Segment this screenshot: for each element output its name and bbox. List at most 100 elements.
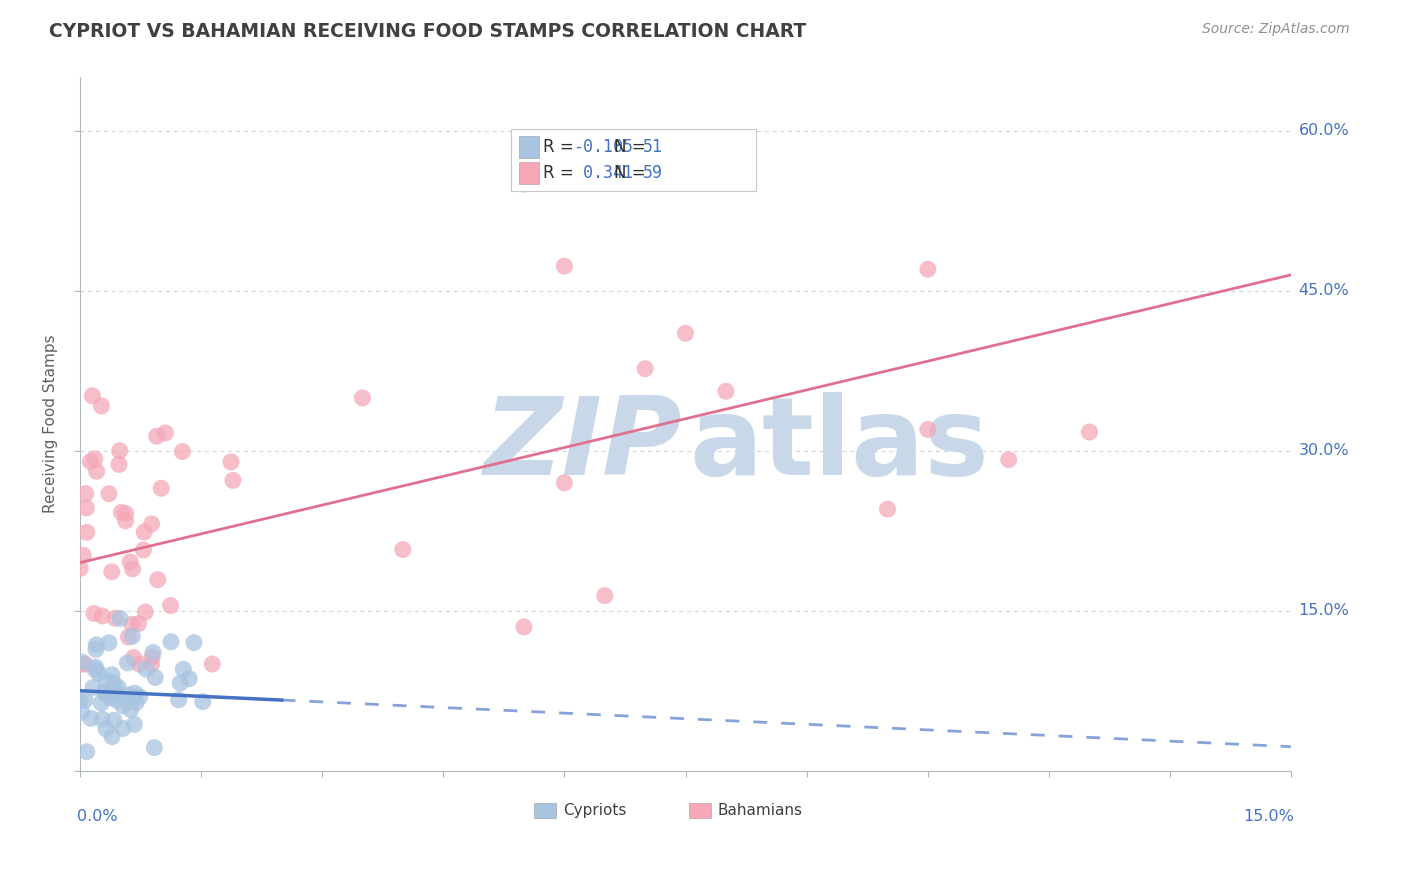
Point (80, 711, 103, 725)
Point (110, 505, 132, 519)
Point (84, 660, 107, 674)
Point (114, 507, 136, 521)
Point (159, 599, 181, 613)
Point (108, 458, 131, 472)
Y-axis label: Receiving Food Stamps: Receiving Food Stamps (44, 334, 58, 514)
Point (101, 667, 124, 681)
Point (90, 696, 112, 710)
Point (121, 629, 143, 643)
Point (84, 663, 107, 677)
Point (167, 692, 190, 706)
Text: 30.0%: 30.0% (1299, 443, 1350, 458)
Point (120, 555, 142, 569)
Text: 15.0%: 15.0% (1243, 809, 1294, 824)
Point (513, 177, 536, 191)
Point (172, 444, 194, 458)
Text: Source: ZipAtlas.com: Source: ZipAtlas.com (1202, 22, 1350, 37)
Point (132, 543, 155, 558)
Point (124, 717, 146, 731)
Point (98, 690, 121, 705)
Point (97, 486, 120, 500)
Point (70, 706, 93, 720)
Point (112, 722, 135, 736)
Point (83, 607, 105, 621)
Point (876, 502, 898, 516)
Point (82, 681, 104, 695)
Point (121, 562, 143, 576)
Text: 15.0%: 15.0% (1299, 603, 1350, 618)
Point (143, 670, 166, 684)
Text: N =: N = (614, 138, 651, 156)
Point (91, 608, 114, 623)
Point (917, 422, 939, 436)
Point (128, 657, 150, 671)
Point (172, 662, 194, 676)
Point (222, 473, 245, 487)
Point (75, 500, 97, 515)
Point (145, 429, 167, 443)
Point (87, 666, 110, 681)
Point (122, 650, 145, 665)
Point (634, 361, 657, 376)
Point (82, 389, 104, 403)
Point (1078, 425, 1101, 439)
Text: Bahamians: Bahamians (718, 804, 803, 818)
Point (75, 486, 97, 500)
Point (141, 650, 163, 665)
Point (100, 565, 122, 579)
Point (101, 730, 124, 744)
Point (553, 475, 575, 490)
Point (675, 326, 697, 341)
Point (93, 684, 115, 698)
Point (69, 561, 91, 575)
Text: 51: 51 (643, 138, 664, 156)
Point (84, 642, 107, 657)
Point (114, 514, 136, 528)
Point (125, 696, 148, 710)
Point (169, 676, 191, 690)
Text: Cypriots: Cypriots (564, 804, 627, 818)
Point (127, 616, 149, 631)
Point (91, 712, 114, 726)
Point (142, 646, 165, 660)
Point (108, 611, 131, 625)
Point (135, 662, 157, 676)
Point (70, 655, 93, 669)
Point (75, 657, 97, 671)
Text: 45.0%: 45.0% (1299, 284, 1350, 298)
Point (117, 630, 139, 644)
Point (90, 399, 112, 413)
Point (128, 690, 150, 704)
Point (117, 688, 139, 702)
Point (201, 657, 224, 671)
Point (75, 693, 97, 707)
Point (103, 713, 125, 727)
Point (391, 542, 413, 557)
Point (83, 451, 105, 466)
Point (104, 611, 127, 625)
Point (105, 685, 128, 699)
Text: CYPRIOT VS BAHAMIAN RECEIVING FOOD STAMPS CORRELATION CHART: CYPRIOT VS BAHAMIAN RECEIVING FOOD STAMP… (49, 22, 807, 41)
Point (108, 443, 131, 458)
Point (72, 549, 94, 563)
Text: 0.0%: 0.0% (77, 809, 118, 824)
Point (124, 686, 146, 700)
Text: 59: 59 (643, 164, 664, 182)
Point (143, 740, 166, 755)
Point (714, 384, 737, 399)
Text: -0.105: -0.105 (574, 138, 634, 156)
Point (141, 516, 163, 531)
Point (107, 687, 129, 701)
Point (94, 687, 117, 701)
Point (352, 391, 374, 405)
Text: R =: R = (543, 138, 579, 156)
Point (94, 722, 117, 736)
Point (94, 673, 117, 687)
Point (134, 605, 156, 619)
Point (219, 455, 242, 469)
Point (191, 695, 214, 709)
Point (141, 657, 163, 671)
Text: ZIP: ZIP (484, 392, 682, 498)
Point (134, 525, 156, 540)
Point (997, 452, 1019, 467)
